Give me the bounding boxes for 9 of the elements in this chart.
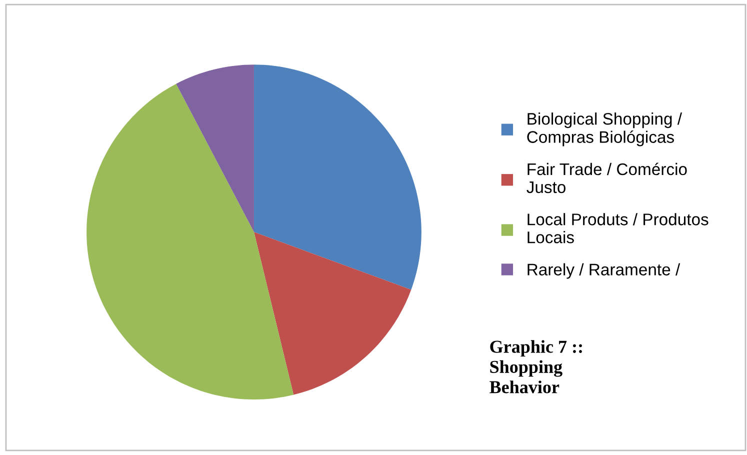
- pie-slice: [86, 84, 294, 400]
- legend-label: Fair Trade / Comércio Justo: [526, 162, 687, 194]
- pie-slice: [254, 64, 422, 290]
- legend-label: Rarely / Raramente /: [528, 263, 680, 279]
- pie-slice: [176, 64, 254, 232]
- pie-slice: [254, 232, 412, 395]
- legend-label: Local Produts / Produtos Locais: [528, 213, 708, 244]
- text: Graphic 7 :: Shopping Behavior: [490, 340, 582, 394]
- legend-label: Biological Shopping / Compras Biológicas: [527, 112, 682, 146]
